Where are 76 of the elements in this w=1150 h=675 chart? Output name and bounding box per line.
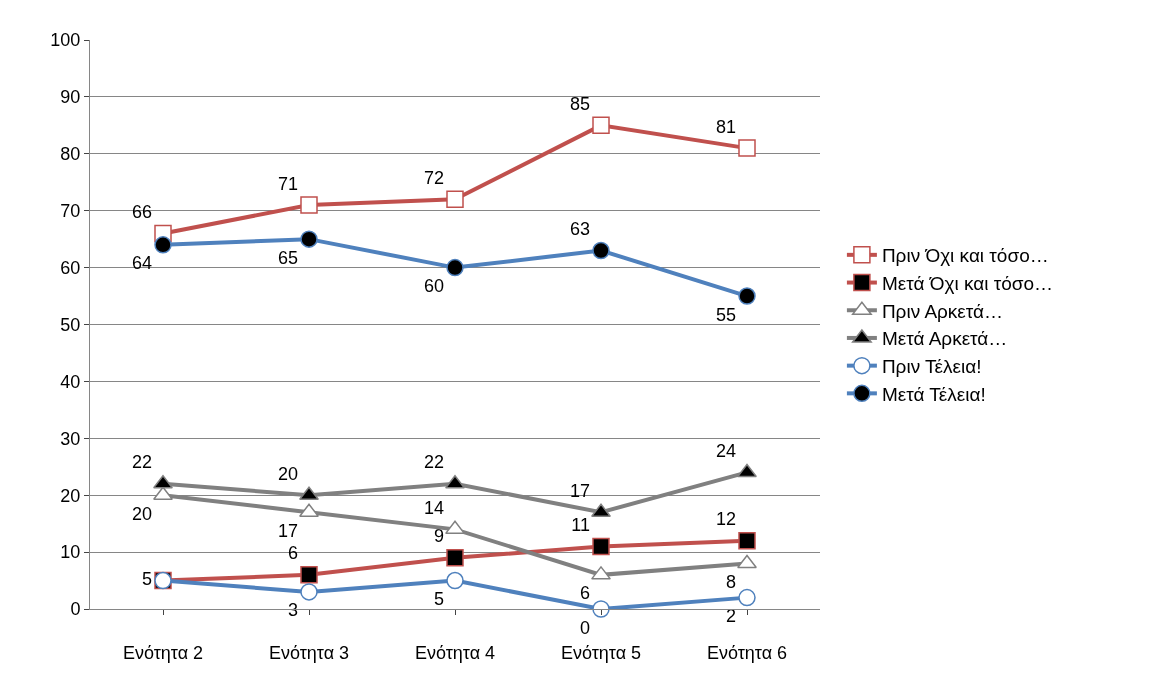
point (154, 236, 172, 254)
point (591, 566, 611, 580)
y-tick-label: 90 (60, 87, 81, 108)
legend-label: Πριν Τέλεια! (881, 356, 982, 378)
data-label: 17 (569, 480, 590, 501)
data-label: 24 (715, 440, 736, 461)
y-tick-label: 100 (50, 30, 81, 51)
point (445, 520, 465, 535)
point (300, 230, 318, 248)
y-tick-label: 70 (60, 201, 81, 221)
data-label: 65 (277, 247, 298, 268)
point (592, 537, 610, 556)
point (738, 287, 756, 305)
point (446, 258, 464, 277)
data-label: 9 (433, 526, 444, 547)
legend-label: Πριν Αρκετά… (881, 300, 1004, 322)
data-label: 8 (725, 571, 736, 592)
data-label: 64 (131, 253, 152, 274)
legend-label: Μετά Αρκετά… (881, 328, 1008, 350)
point (446, 190, 464, 209)
data-label: 22 (131, 452, 152, 473)
y-tick-label: 0 (70, 599, 81, 620)
data-label: 11 (571, 514, 590, 535)
data-label: 81 (715, 116, 736, 137)
data-label: 20 (131, 503, 152, 524)
x-tick-label: Ενότητα 3 (268, 642, 350, 663)
point (737, 463, 757, 478)
point (592, 116, 610, 135)
point (300, 566, 318, 584)
y-tick-label: 80 (60, 144, 81, 165)
data-label: 5 (433, 589, 444, 610)
point (446, 571, 464, 590)
y-tick-label: 30 (60, 428, 81, 449)
point (738, 139, 756, 157)
y-tick-label: 20 (60, 485, 81, 506)
x-tick-label: Ενότητα 4 (414, 642, 496, 663)
point (153, 475, 173, 489)
data-label: 85 (569, 93, 590, 114)
x-tick-label: Ενότητα 6 (706, 642, 788, 663)
y-tick-label: 40 (60, 371, 81, 392)
point (299, 503, 319, 518)
y-tick-label: 60 (60, 257, 81, 278)
legend-label: Μετά Όχι και τόσο… (881, 272, 1054, 294)
x-tick-label: Ενότητα 2 (122, 642, 204, 663)
data-label: 5 (141, 569, 152, 590)
point (738, 588, 756, 607)
point (737, 554, 757, 569)
data-label: 12 (715, 509, 736, 530)
legend-label: Πριν Όχι και τόσο… (881, 245, 1049, 267)
point (299, 486, 319, 500)
data-label: 20 (277, 463, 298, 484)
point (300, 196, 318, 214)
data-label: 14 (423, 497, 444, 518)
y-tick-label: 10 (60, 542, 81, 563)
data-label: 72 (423, 167, 444, 188)
data-label: 6 (287, 543, 298, 564)
data-label: 6 (579, 583, 590, 604)
data-label: 66 (131, 201, 152, 222)
data-label: 17 (277, 520, 298, 541)
point (591, 503, 611, 518)
legend-label: Μετά Τέλεια! (881, 383, 986, 405)
point (592, 241, 610, 260)
point (738, 531, 756, 550)
data-label: 55 (715, 304, 736, 325)
data-label: 0 (579, 617, 590, 638)
point (592, 600, 610, 618)
data-label: 60 (423, 276, 444, 297)
point (446, 549, 464, 567)
point (300, 583, 318, 601)
y-tick-label: 50 (60, 314, 81, 335)
point (153, 486, 173, 500)
data-label: 71 (277, 173, 298, 194)
point (445, 475, 465, 489)
data-label: 22 (423, 452, 444, 473)
data-label: 63 (569, 219, 590, 240)
x-tick-label: Ενότητα 5 (560, 642, 642, 663)
